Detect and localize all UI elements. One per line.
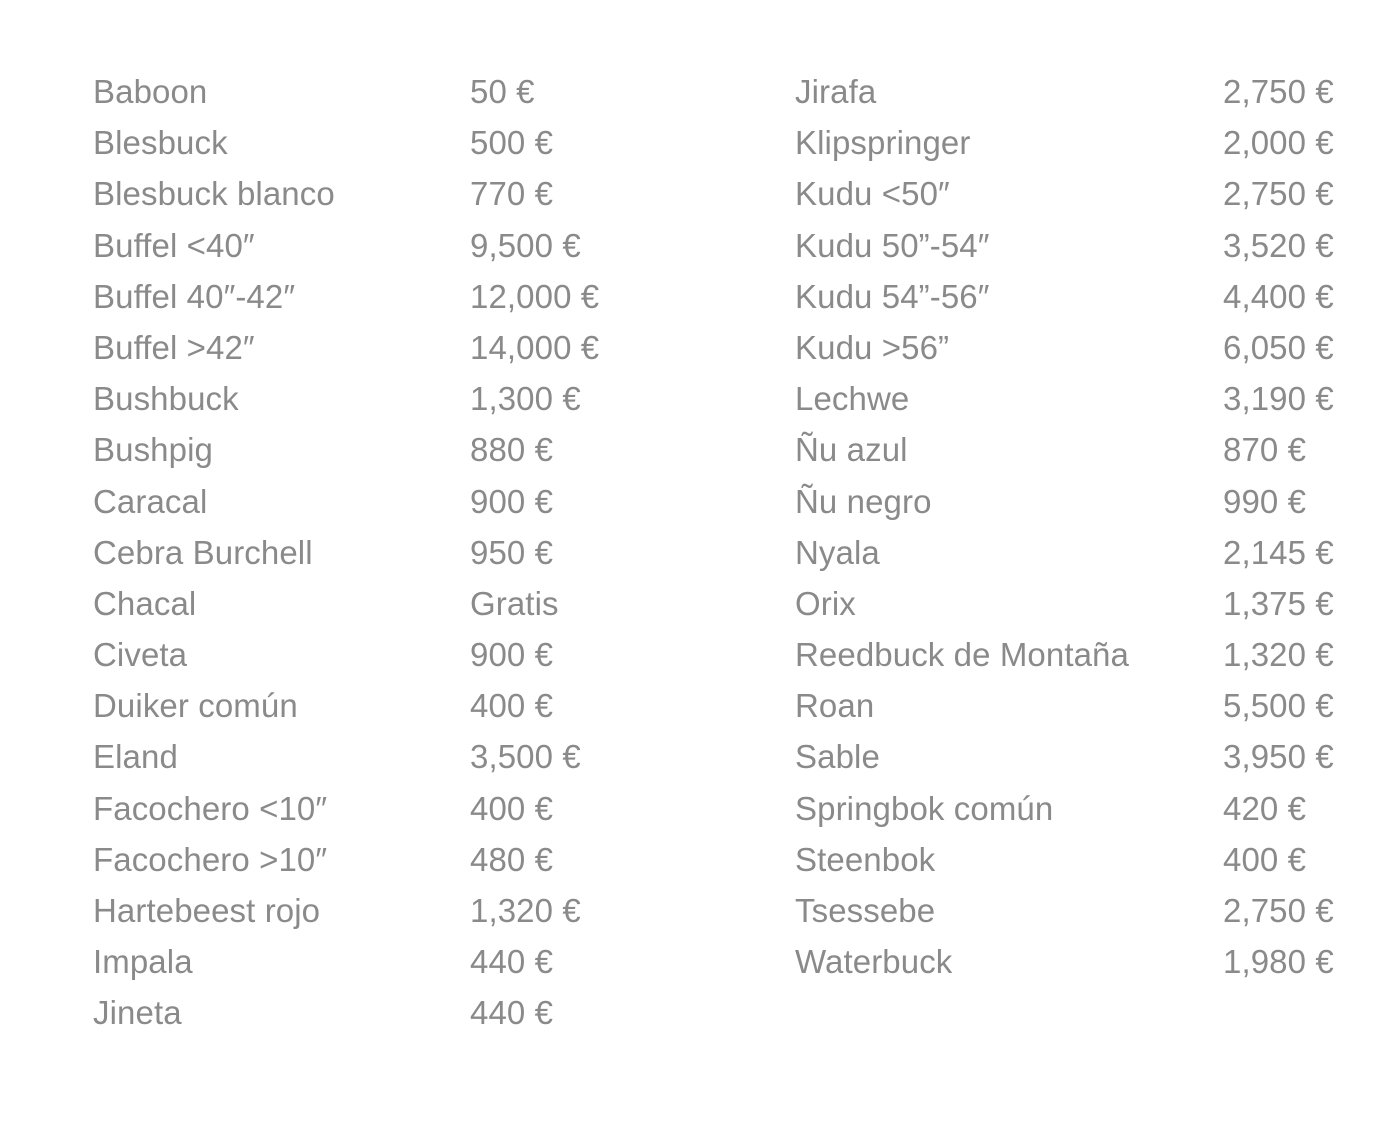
animal-price: 4,400 € xyxy=(1223,277,1334,315)
animal-price: 2,750 € xyxy=(1223,892,1334,929)
animal-price: 50 € xyxy=(470,73,535,110)
animal-price: 400 € xyxy=(1223,840,1307,878)
animal-price: 3,520 € xyxy=(1223,226,1334,264)
animal-name: Bushbuck xyxy=(93,380,239,418)
animal-price: 3,950 € xyxy=(1223,738,1334,776)
animal-name: Roan xyxy=(795,687,875,725)
animal-name: Impala xyxy=(93,943,193,981)
animal-name: Waterbuck xyxy=(795,943,953,981)
animal-name: Tsessebe xyxy=(795,892,936,929)
animal-name: Jineta xyxy=(93,994,182,1032)
animal-name: Orix xyxy=(795,584,856,622)
animal-name: Steenbok xyxy=(795,840,936,878)
animal-price: 2,000 € xyxy=(1223,124,1334,162)
animal-price: 2,145 € xyxy=(1223,533,1334,571)
animal-name: Nyala xyxy=(795,533,880,571)
animal-name: Caracal xyxy=(93,482,208,520)
animal-price: 3,190 € xyxy=(1223,380,1334,418)
animal-name: Hartebeest rojo xyxy=(93,892,321,929)
animal-price: 480 € xyxy=(470,840,554,878)
animal-name: Buffel >42″ xyxy=(93,328,255,366)
animal-price: 3,500 € xyxy=(470,738,581,776)
animal-name: Duiker común xyxy=(93,687,298,725)
animal-name: Cebra Burchell xyxy=(93,533,313,571)
animal-name: Blesbuck xyxy=(93,124,228,162)
animal-name: Ñu negro xyxy=(795,482,932,520)
animal-price: 2,750 € xyxy=(1223,175,1334,213)
animal-price: 880 € xyxy=(470,431,554,469)
animal-name: Kudu 54”-56″ xyxy=(795,277,990,315)
animal-price: Gratis xyxy=(470,584,559,622)
animal-name: Buffel <40″ xyxy=(93,226,255,264)
animal-name: Reedbuck de Montaña xyxy=(795,636,1129,674)
animal-price: 1,320 € xyxy=(1223,636,1334,674)
animal-name: Facochero >10″ xyxy=(93,840,328,878)
animal-name: Sable xyxy=(795,738,880,776)
animal-price: 900 € xyxy=(470,636,554,674)
animal-price: 1,375 € xyxy=(1223,584,1334,622)
animal-price: 1,300 € xyxy=(470,380,581,418)
animal-price: 2,750 € xyxy=(1223,73,1334,110)
animal-name: Springbok común xyxy=(795,789,1054,827)
animal-name: Kudu <50″ xyxy=(795,175,950,213)
animal-name: Kudu >56” xyxy=(795,328,950,366)
animal-price: 870 € xyxy=(1223,431,1307,469)
animal-price: 12,000 € xyxy=(470,277,600,315)
animal-price: 9,500 € xyxy=(470,226,581,264)
animal-price: 990 € xyxy=(1223,482,1307,520)
animal-price: 6,050 € xyxy=(1223,328,1334,366)
animal-name: Lechwe xyxy=(795,380,910,418)
animal-price: 500 € xyxy=(470,124,554,162)
animal-name: Baboon xyxy=(93,73,208,110)
animal-name: Ñu azul xyxy=(795,431,908,469)
animal-price: 950 € xyxy=(470,533,554,571)
animal-name: Chacal xyxy=(93,584,197,622)
animal-price: 440 € xyxy=(470,943,554,981)
animal-price: 5,500 € xyxy=(1223,687,1334,725)
price-list-right-column: Jirafa 2,750 € Klipspringer 2,000 € Kudu… xyxy=(795,66,1382,987)
animal-price: 400 € xyxy=(470,789,554,827)
animal-name: Civeta xyxy=(93,636,188,674)
animal-name: Facochero <10″ xyxy=(93,789,328,827)
animal-price: 440 € xyxy=(470,994,554,1032)
animal-price: 420 € xyxy=(1223,789,1307,827)
animal-price: 900 € xyxy=(470,482,554,520)
animal-name: Buffel 40″-42″ xyxy=(93,277,296,315)
animal-price: 1,980 € xyxy=(1223,943,1334,981)
animal-name: Eland xyxy=(93,738,178,776)
animal-name: Blesbuck blanco xyxy=(93,175,335,213)
animal-name: Jirafa xyxy=(795,73,877,110)
animal-price: 14,000 € xyxy=(470,328,600,366)
animal-price: 400 € xyxy=(470,687,554,725)
animal-price: 1,320 € xyxy=(470,892,581,929)
animal-name: Kudu 50”-54″ xyxy=(795,226,990,264)
animal-name: Klipspringer xyxy=(795,124,971,162)
animal-price: 770 € xyxy=(470,175,554,213)
price-list-left-column: Baboon 50 € Blesbuck 500 € Blesbuck blan… xyxy=(93,66,795,1039)
price-list: Baboon 50 € Blesbuck 500 € Blesbuck blan… xyxy=(93,66,1382,1039)
animal-name: Bushpig xyxy=(93,431,213,469)
